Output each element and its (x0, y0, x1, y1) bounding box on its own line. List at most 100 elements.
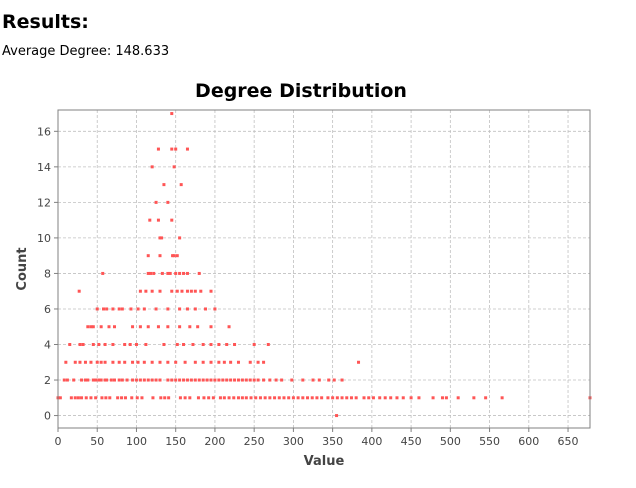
data-point (229, 378, 233, 382)
x-tick-label: 300 (283, 435, 304, 448)
data-point (362, 396, 366, 400)
results-heading: Results: (2, 11, 89, 33)
data-point (431, 396, 435, 400)
data-point (189, 289, 193, 293)
data-point (291, 396, 295, 400)
data-point (146, 325, 150, 329)
data-point (248, 360, 252, 364)
data-point (89, 325, 93, 329)
data-point (185, 289, 189, 293)
plot-frame (57, 109, 591, 429)
data-point (146, 378, 150, 382)
data-point (135, 396, 139, 400)
data-point (249, 396, 253, 400)
data-point (150, 378, 154, 382)
data-point (240, 396, 244, 400)
data-points (56, 112, 592, 418)
data-point (62, 378, 66, 382)
data-point (89, 396, 93, 400)
data-point (256, 378, 260, 382)
data-point (236, 378, 240, 382)
data-point (201, 378, 205, 382)
data-point (178, 271, 182, 275)
data-point (77, 289, 81, 293)
data-point (68, 343, 72, 347)
y-tick-label: 10 (37, 232, 51, 245)
data-point (140, 396, 144, 400)
data-point (86, 378, 90, 382)
data-point (500, 396, 504, 400)
data-point (315, 396, 319, 400)
data-point (111, 343, 115, 347)
data-point (142, 307, 146, 311)
data-point (105, 307, 109, 311)
data-point (282, 396, 286, 400)
data-point (158, 378, 162, 382)
data-point (117, 378, 121, 382)
data-point (268, 378, 272, 382)
data-point (440, 396, 444, 400)
data-point (103, 343, 107, 347)
data-point (170, 289, 174, 293)
data-point (320, 396, 324, 400)
y-axis-label: Count (15, 247, 30, 290)
axes: 0 50 100 150 200 250 300 350 400 450 500 550 600 650 0… (37, 125, 579, 448)
x-tick-label: 500 (440, 435, 461, 448)
x-tick-label: 550 (479, 435, 500, 448)
data-point (80, 396, 84, 400)
data-point (107, 325, 111, 329)
data-point (331, 396, 335, 400)
data-point (172, 165, 176, 169)
y-tick-label: 16 (37, 125, 51, 138)
data-point (232, 396, 236, 400)
data-point (213, 378, 217, 382)
data-point (205, 378, 209, 382)
data-point (142, 360, 146, 364)
data-point (349, 396, 353, 400)
data-point (170, 147, 174, 151)
data-point (218, 396, 222, 400)
data-point (182, 378, 186, 382)
x-tick-label: 250 (244, 435, 265, 448)
data-point (296, 396, 300, 400)
x-tick-label: 350 (322, 435, 343, 448)
data-point (175, 343, 179, 347)
data-point (332, 378, 336, 382)
data-point (335, 396, 339, 400)
data-point (204, 307, 208, 311)
data-point (138, 325, 142, 329)
data-point (263, 396, 267, 400)
data-point (222, 396, 226, 400)
data-point (150, 165, 154, 169)
data-point (378, 396, 382, 400)
data-point (158, 289, 162, 293)
data-point (76, 396, 80, 400)
y-tick-label: 12 (37, 196, 51, 209)
data-point (103, 360, 107, 364)
data-point (95, 307, 99, 311)
data-point (227, 396, 231, 400)
data-point (417, 396, 421, 400)
data-point (209, 378, 213, 382)
data-point (138, 289, 142, 293)
data-point (166, 360, 170, 364)
data-point (178, 307, 182, 311)
data-point (168, 271, 172, 275)
data-point (97, 343, 101, 347)
data-point (166, 200, 170, 204)
data-point (301, 378, 305, 382)
data-point (335, 414, 339, 418)
data-point (188, 325, 192, 329)
data-point (91, 325, 95, 329)
data-point (130, 396, 134, 400)
data-point (209, 343, 213, 347)
data-point (217, 343, 221, 347)
data-point (174, 147, 178, 151)
data-point (252, 378, 256, 382)
data-point (340, 378, 344, 382)
x-axis-label: Value (304, 454, 345, 469)
data-point (109, 378, 113, 382)
data-point (65, 378, 69, 382)
data-point (236, 396, 240, 400)
plot-background (58, 110, 590, 428)
